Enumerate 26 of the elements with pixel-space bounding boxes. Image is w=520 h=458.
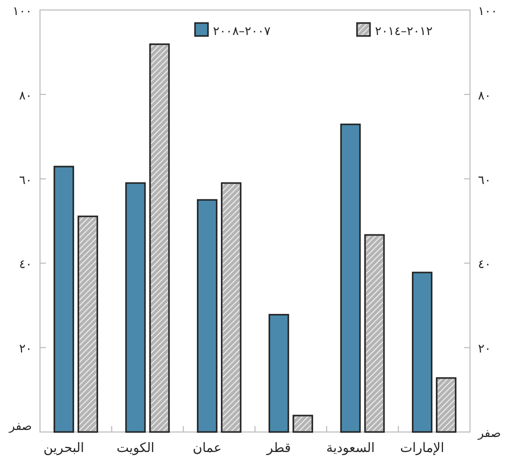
- bar: [340, 124, 361, 433]
- legend-label: ٢٠٠٧–٢٠٠٨: [213, 24, 272, 38]
- bar: [125, 182, 146, 433]
- y-tick-label: ١٠٠: [12, 4, 32, 18]
- legend-label: ٢٠١٢–٢٠١٤: [375, 24, 433, 38]
- y-tick-label: ٦٠: [19, 172, 32, 187]
- x-tick-label: الإمارات: [400, 441, 444, 456]
- y-tick-label: ٨٠: [19, 88, 32, 102]
- bar: [54, 166, 74, 433]
- y2-tick-label: ٦٠: [478, 172, 491, 187]
- bar: [412, 272, 432, 433]
- bar: [268, 314, 290, 433]
- y2-tick-label: ٨٠: [478, 88, 491, 102]
- y2-tick-label: ١٠٠: [478, 4, 498, 18]
- y-tick-label: صفر: [8, 419, 32, 433]
- x-tick-label: السعودية: [326, 441, 375, 456]
- x-tick-label: قطر: [266, 441, 291, 456]
- y2-tick-label: ٤٠: [478, 257, 491, 272]
- y-tick-label: ٤٠: [19, 257, 32, 272]
- bar: [196, 199, 218, 433]
- x-tick-label: الكويت: [116, 441, 154, 456]
- y-tick-label: ٢٠: [19, 342, 32, 356]
- x-tick-label: عمان: [192, 441, 222, 456]
- x-tick-label: البحرين: [44, 441, 84, 456]
- y2-tick-label: ٢٠: [478, 342, 491, 356]
- y2-tick-label: صفر: [477, 426, 501, 440]
